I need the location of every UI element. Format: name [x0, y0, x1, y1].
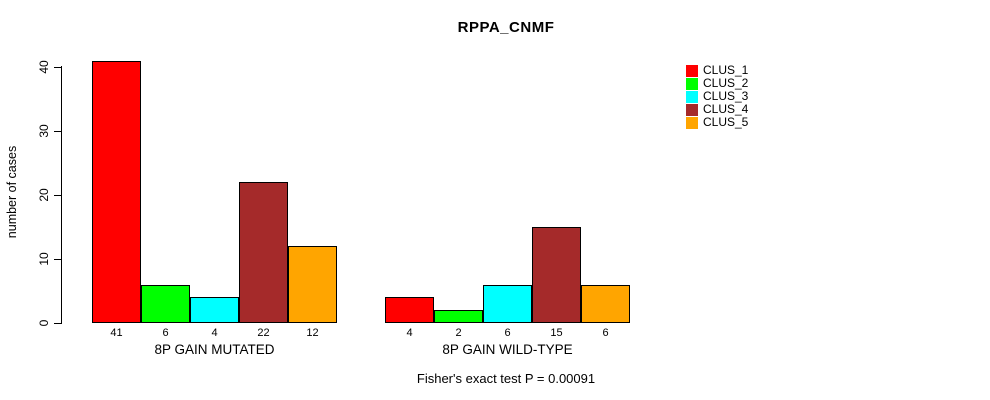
bar-clus_4	[239, 182, 288, 323]
bar-clus_4	[532, 227, 581, 323]
y-tick-label: 40	[37, 60, 51, 74]
footnote: Fisher's exact test P = 0.00091	[416, 371, 596, 386]
bar-clus_1	[385, 297, 434, 323]
bar-clus_5	[581, 285, 630, 323]
bar-clus_2	[141, 285, 190, 323]
y-tick-mark	[54, 323, 62, 324]
bar-clus_3	[483, 285, 532, 323]
legend-label: CLUS_5	[703, 115, 749, 129]
bar-clus_3	[190, 297, 239, 323]
y-tick-mark	[54, 131, 62, 132]
bar-clus_5	[288, 246, 337, 323]
bar-value-label: 2	[455, 327, 462, 339]
legend-item-clus_3: CLUS_3	[686, 90, 748, 103]
chart-title: RPPA_CNMF	[457, 19, 555, 36]
y-tick-mark	[54, 259, 62, 260]
y-tick-label: 30	[37, 124, 51, 138]
y-axis-line	[61, 66, 62, 323]
legend-item-clus_4: CLUS_4	[686, 103, 748, 116]
legend-swatch-icon	[686, 77, 698, 90]
bar-value-label: 15	[550, 327, 563, 339]
legend-swatch-icon	[686, 90, 698, 103]
bar-value-label: 6	[602, 327, 609, 339]
bar-clus_2	[434, 310, 483, 323]
bar-value-label: 12	[306, 327, 319, 339]
y-tick-mark	[54, 195, 62, 196]
legend-swatch-icon	[686, 64, 698, 77]
bar-value-label: 6	[504, 327, 511, 339]
legend-swatch-icon	[686, 103, 698, 116]
bar-value-label: 6	[162, 327, 169, 339]
y-tick-label: 0	[37, 319, 51, 327]
legend-item-clus_1: CLUS_1	[686, 64, 748, 77]
bar-value-label: 4	[211, 327, 218, 339]
legend-label: CLUS_2	[703, 76, 749, 90]
y-tick-mark	[54, 67, 62, 68]
category-label: 8P GAIN WILD-TYPE	[442, 342, 573, 357]
bar-value-label: 41	[110, 327, 123, 339]
legend-label: CLUS_1	[703, 63, 749, 77]
bar-clus_1	[92, 61, 141, 323]
legend-item-clus_2: CLUS_2	[686, 77, 748, 90]
legend-swatch-icon	[686, 116, 698, 129]
bar-value-label: 4	[406, 327, 413, 339]
bar-value-label: 22	[257, 327, 270, 339]
category-label: 8P GAIN MUTATED	[154, 342, 275, 357]
y-axis-title: number of cases	[5, 145, 19, 239]
legend-item-clus_5: CLUS_5	[686, 116, 748, 129]
legend-label: CLUS_4	[703, 102, 749, 116]
legend: CLUS_1 CLUS_2 CLUS_3 CLUS_4 CLUS_5	[686, 64, 748, 129]
y-tick-label: 10	[37, 252, 51, 266]
y-tick-label: 20	[37, 188, 51, 202]
legend-label: CLUS_3	[703, 89, 749, 103]
